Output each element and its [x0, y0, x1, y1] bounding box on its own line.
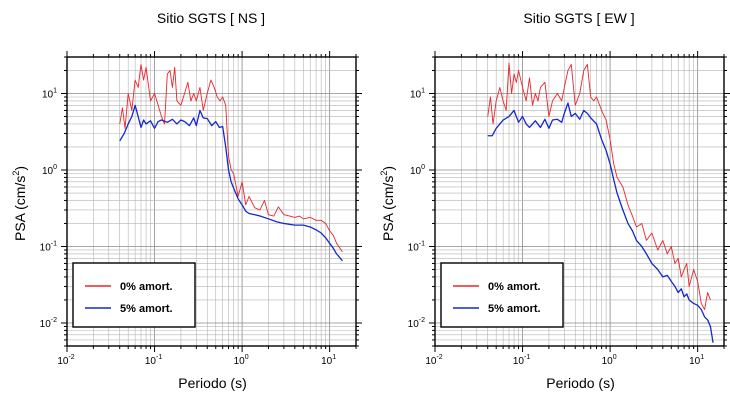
y-tick-label: 100	[410, 164, 425, 177]
legend-label-1: 5% amort.	[120, 303, 173, 315]
chart-panel-0: 10-2 10-1 100 101 10-2 10-1 100 101 0% amort. 5% …	[11, 10, 362, 391]
x-tick-label: 10-1	[145, 354, 162, 367]
x-tick-label: 101	[321, 354, 336, 367]
legend: 0% amort. 5% amort.	[440, 262, 564, 328]
y-tick-label: 100	[42, 164, 57, 177]
legend-box	[440, 262, 564, 328]
chart-title: Sitio SGTS [ NS ]	[157, 10, 265, 26]
chart-title: Sitio SGTS [ EW ]	[523, 10, 634, 26]
series-line-1	[119, 104, 343, 262]
x-tick-label: 10-1	[513, 354, 530, 367]
series-line-1	[487, 102, 714, 343]
y-tick-label: 10-2	[40, 317, 57, 330]
y-tick-label: 10-1	[408, 240, 425, 253]
y-tick-label: 10-1	[40, 240, 57, 253]
y-tick-label: 101	[42, 87, 57, 100]
x-tick-label: 100	[234, 354, 249, 367]
x-axis-label: Periodo (s)	[178, 375, 246, 391]
x-tick-label: 10-2	[425, 354, 442, 367]
tick-marks	[61, 51, 362, 352]
plot-frame	[434, 56, 725, 347]
series-line-0	[487, 62, 711, 310]
y-axis-label: PSA (cm/s2)	[379, 166, 396, 241]
plot-frame	[66, 56, 357, 347]
x-tick-label: 10-2	[57, 354, 74, 367]
chart-panel-1: 10-2 10-1 100 101 10-2 10-1 100 101 0% amort. 5% …	[379, 10, 730, 391]
legend-label-0: 0% amort.	[488, 281, 541, 293]
tick-marks	[429, 51, 730, 352]
x-axis-label: Periodo (s)	[546, 375, 614, 391]
legend-label-0: 0% amort.	[120, 281, 173, 293]
legend-box	[72, 262, 196, 328]
y-axis-label: PSA (cm/s2)	[11, 166, 28, 241]
y-tick-label: 101	[410, 87, 425, 100]
x-tick-label: 101	[689, 354, 704, 367]
y-tick-label: 10-2	[408, 317, 425, 330]
legend-label-1: 5% amort.	[488, 303, 541, 315]
legend: 0% amort. 5% amort.	[72, 262, 196, 328]
series-line-0	[119, 63, 343, 253]
x-tick-label: 100	[602, 354, 617, 367]
